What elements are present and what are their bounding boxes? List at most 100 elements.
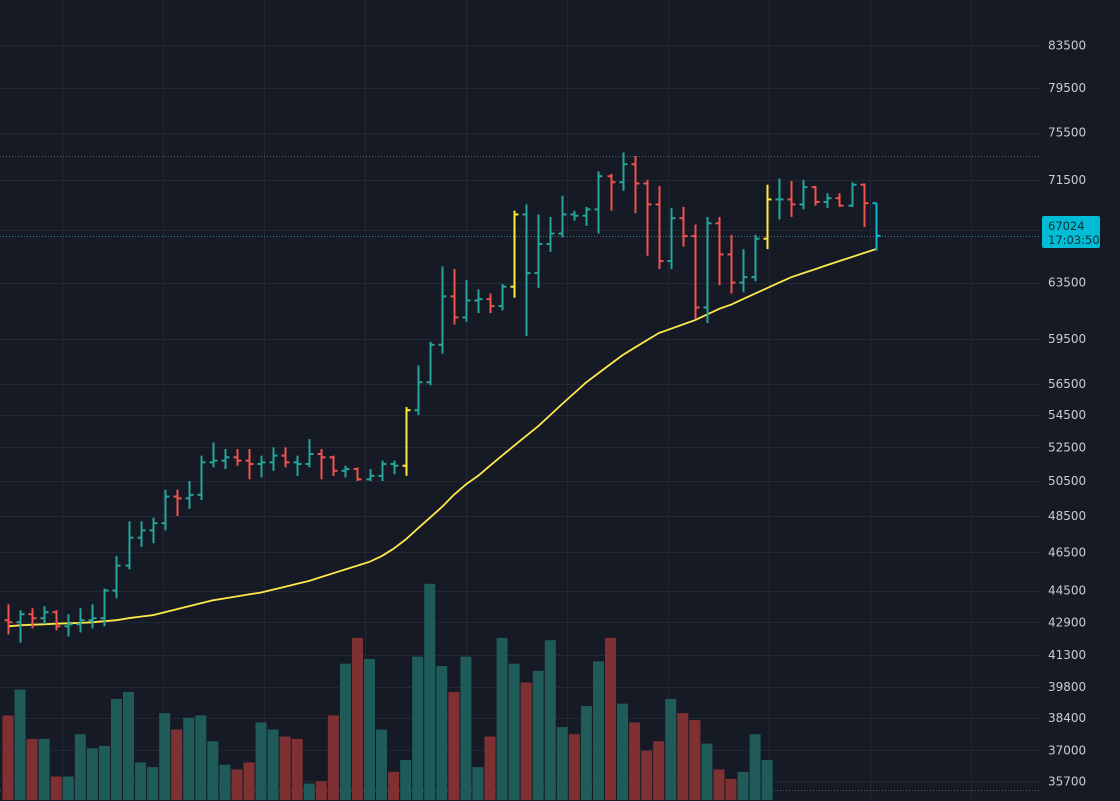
ohlc-bar — [582, 206, 591, 226]
ohlc-bar — [293, 455, 302, 476]
volume-bar — [737, 771, 749, 800]
volume-bar — [62, 776, 74, 800]
price-axis-label: 56500 — [1048, 377, 1086, 391]
price-bars — [4, 152, 881, 643]
volume-bar — [617, 703, 629, 800]
ohlc-bar — [137, 521, 146, 547]
ohlc-bar — [40, 606, 49, 625]
last-price-value: 67024 — [1048, 219, 1085, 233]
ohlc-bar — [522, 204, 531, 337]
volume-bar — [183, 717, 195, 800]
volume-bar — [677, 713, 689, 800]
price-axis-label: 79500 — [1048, 81, 1086, 95]
ohlc-bar — [269, 447, 278, 471]
ohlc-bar — [390, 460, 399, 475]
price-axis-label: 50500 — [1048, 474, 1086, 488]
volume-bar — [195, 715, 207, 800]
ohlc-bar — [317, 449, 326, 480]
ohlc-bar — [655, 185, 664, 270]
volume-bar — [279, 736, 291, 800]
ohlc-bar — [534, 214, 543, 289]
ohlc-bar — [462, 279, 471, 322]
volume-bar — [689, 720, 701, 800]
volume-bar — [171, 729, 183, 800]
volume-bar — [14, 689, 26, 800]
volume-bar — [388, 771, 400, 800]
price-axis-label: 41300 — [1048, 648, 1086, 662]
price-axis-label: 48500 — [1048, 509, 1086, 523]
price-axis-label: 38400 — [1048, 711, 1086, 725]
volume-bar — [110, 698, 122, 800]
price-axis-label: 71500 — [1048, 173, 1086, 187]
ohlc-bar — [161, 489, 170, 531]
volume-bar — [544, 640, 556, 800]
volume-bars — [2, 583, 773, 800]
volume-bar — [496, 637, 508, 800]
ohlc-bar — [100, 588, 109, 627]
volume-bar — [303, 783, 315, 800]
ohlc-bar — [835, 193, 844, 207]
volume-bar — [460, 656, 472, 800]
price-axis-label: 75500 — [1048, 126, 1086, 140]
volume-bar — [400, 760, 412, 800]
ohlc-bar — [414, 365, 423, 415]
ohlc-bar — [329, 455, 338, 476]
volume-bar — [761, 760, 773, 800]
price-axis-label: 44500 — [1048, 584, 1086, 598]
ohlc-bar — [450, 269, 459, 325]
ohlc-bar — [257, 455, 266, 478]
price-axis[interactable]: 8350079500755007150067500635005950056500… — [1048, 38, 1086, 788]
volume-bar — [98, 745, 110, 800]
ohlc-bar — [209, 442, 218, 468]
ohlc-bar — [558, 195, 567, 238]
ohlc-bar — [594, 171, 603, 234]
price-axis-label: 83500 — [1048, 38, 1086, 52]
price-axis-label: 59500 — [1048, 332, 1086, 346]
last-price-tag-bg — [1042, 216, 1100, 248]
ohlc-bar — [4, 604, 13, 635]
volume-bar — [580, 706, 592, 800]
volume-bar — [123, 691, 134, 800]
volume-bar — [26, 738, 38, 800]
ohlc-bar — [426, 341, 435, 386]
volume-bar — [472, 767, 484, 800]
ohlc-bar — [149, 517, 158, 544]
volume-bar — [701, 743, 713, 800]
ohlc-bar — [112, 556, 121, 599]
volume-bar — [291, 738, 303, 800]
volume-bar — [568, 734, 580, 800]
ohlc-bar — [233, 449, 242, 466]
ohlc-bar — [860, 183, 869, 228]
ohlc-bar — [486, 293, 495, 314]
ohlc-bar — [438, 266, 447, 354]
volume-bar — [159, 713, 171, 800]
ohlc-bar — [245, 449, 254, 480]
volume-bar — [74, 734, 86, 800]
price-axis-label: 42900 — [1048, 615, 1086, 629]
ohlc-bar — [52, 610, 61, 631]
ohlc-bar — [378, 460, 387, 481]
volume-bar — [207, 741, 219, 800]
volume-bar — [339, 663, 351, 800]
volume-bar — [315, 781, 327, 800]
volume-bar — [50, 776, 62, 800]
volume-bar — [665, 698, 677, 800]
volume-bar — [147, 767, 159, 800]
ohlc-bar — [366, 469, 375, 481]
volume-bar — [255, 722, 267, 800]
volume-bar — [327, 715, 339, 800]
volume-bar — [135, 762, 147, 800]
ohlc-bar — [703, 216, 712, 324]
volume-bar — [351, 637, 363, 800]
volume-bar — [412, 656, 424, 800]
ohlc-bar — [811, 185, 820, 206]
ma-line — [7, 248, 876, 628]
volume-bar — [364, 659, 375, 800]
moving-average — [7, 248, 876, 628]
ohlc-bar — [799, 179, 808, 210]
price-axis-label: 54500 — [1048, 408, 1086, 422]
ohlc-bar — [872, 202, 881, 251]
ohlc-bar — [76, 608, 85, 633]
